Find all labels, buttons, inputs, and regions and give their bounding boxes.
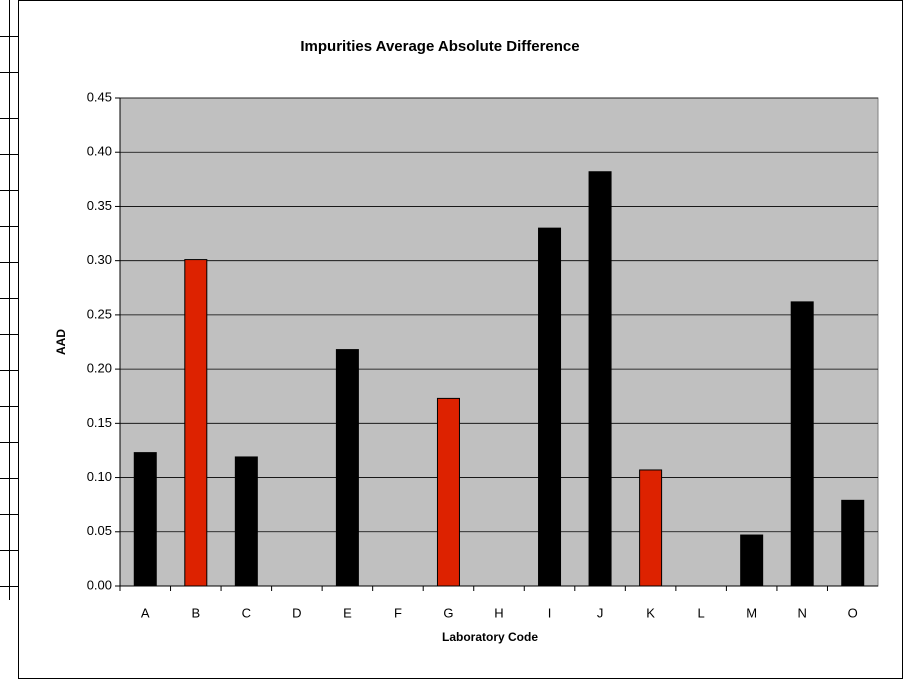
x-tick-label: E — [343, 605, 352, 620]
x-tick-label: N — [798, 605, 807, 620]
x-tick-label: A — [141, 605, 150, 620]
x-tick-label: B — [191, 605, 200, 620]
plot-area — [119, 97, 879, 587]
bar — [790, 301, 814, 587]
x-tick-label: H — [494, 605, 503, 620]
bar — [133, 452, 157, 587]
y-tick-label: 0.40 — [87, 144, 112, 159]
x-tick-label: M — [746, 605, 757, 620]
bar — [538, 227, 562, 587]
x-tick-label: L — [698, 605, 705, 620]
x-tick-label: K — [646, 605, 655, 620]
bar — [335, 349, 359, 587]
bar — [234, 456, 258, 587]
bar — [588, 171, 612, 587]
y-tick-label: 0.20 — [87, 361, 112, 376]
y-tick-label: 0.00 — [87, 577, 112, 592]
y-tick-label: 0.15 — [87, 415, 112, 430]
bar — [184, 259, 208, 587]
x-tick-label: C — [242, 605, 251, 620]
y-tick-label: 0.10 — [87, 469, 112, 484]
bar — [740, 534, 764, 587]
sheet-strip — [0, 0, 18, 600]
y-tick-label: 0.35 — [87, 198, 112, 213]
x-tick-label: I — [548, 605, 552, 620]
x-tick-label: O — [848, 605, 858, 620]
x-tick-label: F — [394, 605, 402, 620]
x-axis-title: Laboratory Code — [442, 630, 538, 644]
x-tick-label: D — [292, 605, 301, 620]
bar — [841, 499, 865, 587]
chart-title: Impurities Average Absolute Difference — [300, 38, 579, 55]
y-tick-label: 0.30 — [87, 252, 112, 267]
y-axis-title: AAD — [54, 329, 68, 355]
y-tick-label: 0.25 — [87, 306, 112, 321]
x-tick-label: J — [597, 605, 604, 620]
bar — [639, 469, 663, 587]
y-tick-label: 0.45 — [87, 89, 112, 104]
y-tick-label: 0.05 — [87, 523, 112, 538]
bar — [436, 397, 460, 587]
x-tick-label: G — [443, 605, 453, 620]
